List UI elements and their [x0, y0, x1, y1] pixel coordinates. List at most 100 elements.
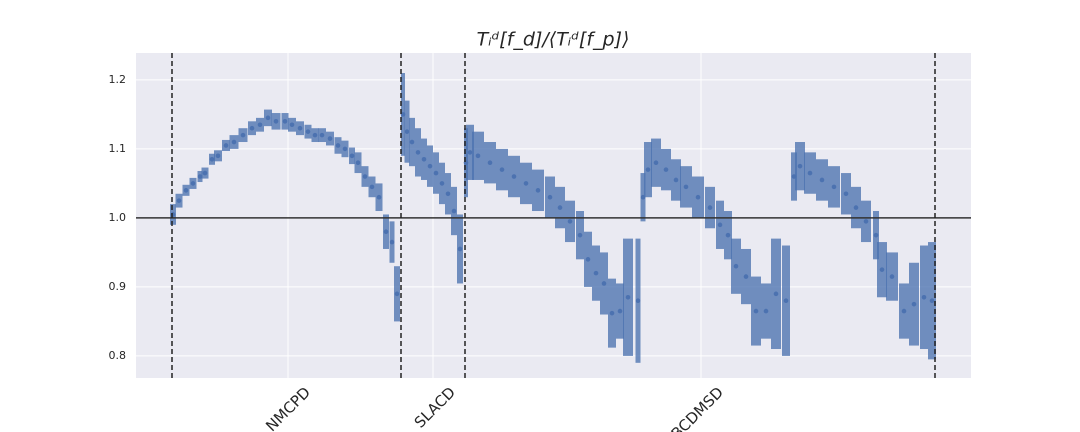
data-point [312, 132, 318, 138]
data-point [640, 194, 646, 200]
y-tick-label: 1.1 [109, 142, 127, 155]
data-point [585, 257, 591, 262]
data-point [635, 298, 641, 304]
data-point [190, 181, 196, 186]
data-point [653, 160, 659, 166]
data-point [389, 239, 395, 245]
data-point [394, 291, 400, 297]
data-point [625, 294, 631, 300]
data-point [223, 143, 229, 148]
data-point [231, 139, 237, 145]
data-point [707, 205, 713, 210]
data-point [305, 129, 311, 134]
data-point [362, 174, 368, 179]
data-point [601, 281, 607, 286]
data-point [863, 219, 869, 224]
data-point [577, 232, 583, 238]
data-point [319, 132, 325, 138]
data-point [733, 263, 739, 269]
data-point [445, 191, 451, 197]
data-point [197, 174, 203, 179]
data-point [819, 177, 825, 183]
data-point [929, 298, 935, 304]
data-point [265, 115, 271, 121]
data-point [451, 208, 457, 214]
data-point [335, 143, 341, 148]
data-point [176, 198, 182, 203]
data-point [415, 150, 421, 155]
data-point [421, 156, 427, 162]
data-point [376, 194, 382, 200]
data-point [349, 153, 355, 159]
data-point [202, 170, 208, 176]
data-point [673, 177, 679, 183]
data-point [327, 136, 333, 141]
data-point [273, 119, 279, 124]
data-point [717, 222, 723, 228]
data-point [209, 156, 215, 162]
y-tick-label: 0.9 [109, 280, 127, 293]
data-point [911, 301, 917, 307]
data-point [240, 132, 246, 138]
data-point [475, 153, 481, 159]
data-point [683, 184, 689, 190]
x-tick-label: BCDMSD [668, 383, 727, 432]
data-point [645, 167, 651, 172]
data-point [535, 188, 541, 193]
data-point [557, 205, 563, 210]
data-point [743, 274, 749, 279]
data-point [807, 170, 813, 176]
data-point [369, 184, 375, 190]
data-point [797, 163, 803, 169]
data-point [511, 174, 517, 179]
data-point [523, 181, 529, 186]
y-tick-label: 1.2 [109, 73, 127, 86]
data-point [609, 310, 615, 316]
data-point [725, 232, 731, 238]
data-point [763, 308, 769, 314]
data-point [183, 188, 189, 193]
data-point [843, 191, 849, 197]
y-tick-label: 1.0 [109, 211, 127, 224]
data-point [791, 174, 797, 179]
data-point [879, 267, 885, 272]
data-point [249, 125, 255, 131]
y-tick-label: 0.8 [109, 349, 127, 362]
data-point [487, 160, 493, 166]
data-point [355, 160, 361, 166]
data-point [433, 170, 439, 176]
data-point [873, 232, 879, 238]
data-point [753, 308, 759, 314]
x-tick-label: NMCPD [262, 383, 314, 432]
data-point [297, 125, 303, 131]
data-point [404, 129, 410, 134]
data-point [831, 184, 837, 190]
data-point [383, 229, 389, 235]
data-point [342, 146, 348, 152]
data-point [439, 181, 445, 186]
data-point [457, 246, 463, 252]
data-point [567, 219, 573, 224]
data-point [783, 298, 789, 304]
data-point [499, 167, 505, 172]
data-point [773, 291, 779, 297]
data-point [547, 194, 553, 200]
data-point [215, 153, 221, 159]
data-point [427, 163, 433, 169]
data-point [695, 194, 701, 200]
data-point [467, 150, 473, 155]
data-point [593, 270, 599, 276]
x-tick-label: SLACD [411, 383, 459, 431]
data-point [663, 167, 669, 172]
data-point [617, 308, 623, 314]
data-point [901, 308, 907, 314]
data-point [409, 139, 415, 145]
data-point [889, 274, 895, 279]
chart-title: Tᵢᵈ[f_d]/⟨Tᵢᵈ[f_p]⟩ [477, 29, 630, 51]
data-point [400, 112, 406, 117]
data-point [921, 294, 927, 300]
data-point [282, 119, 288, 124]
data-point [289, 122, 295, 128]
data-point [853, 205, 859, 210]
